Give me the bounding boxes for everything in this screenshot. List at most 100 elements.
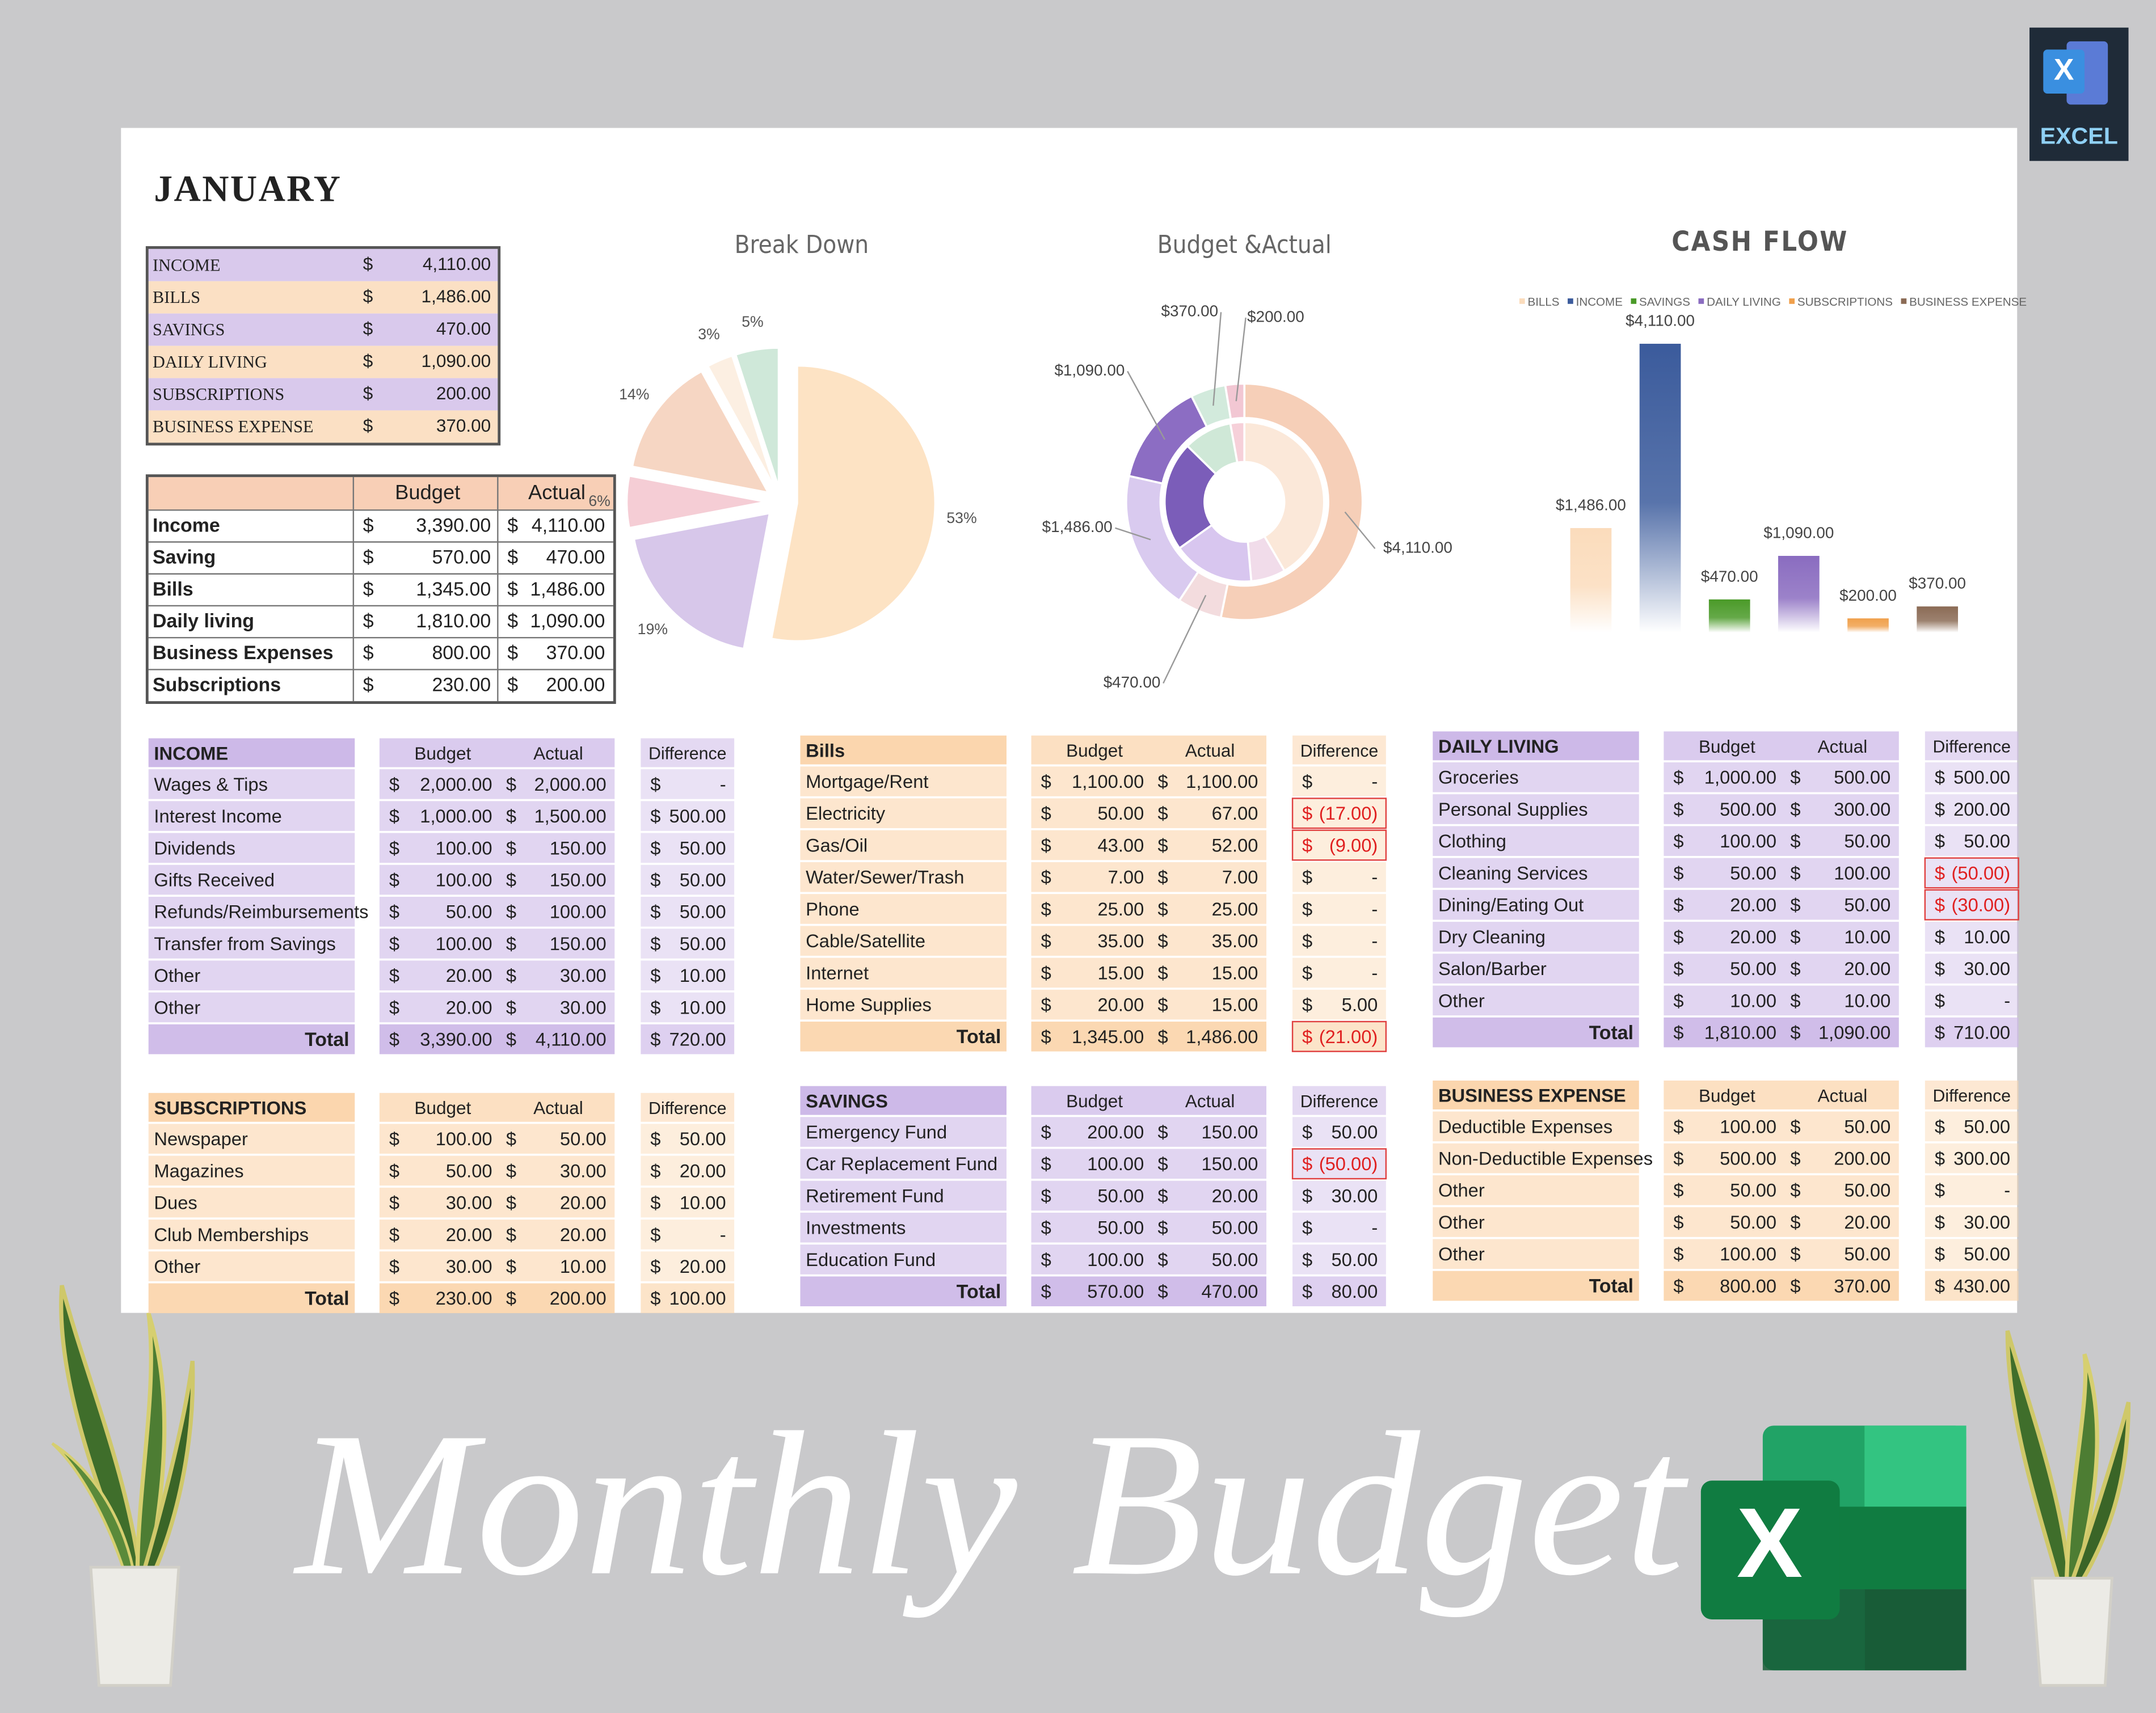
total-label: Total: [1589, 1276, 1633, 1297]
budget-amount: 100.00: [1087, 1249, 1144, 1270]
overview-budget: 3,390.00: [416, 514, 491, 536]
summary-row: [148, 345, 498, 378]
amount-cell: [379, 1283, 615, 1314]
currency-symbol: $: [1790, 1180, 1800, 1201]
currency-symbol: $: [650, 901, 660, 922]
column-header: Difference: [649, 1099, 726, 1118]
currency-symbol: $: [1302, 930, 1312, 951]
budget-amount: 1,000.00: [420, 805, 492, 826]
label-cell: [800, 957, 1007, 988]
donut-slice: [1243, 421, 1325, 572]
row-label: Electricity: [806, 803, 886, 824]
row-label: Dining/Eating Out: [1438, 895, 1584, 915]
actual-amount: 50.00: [1844, 1180, 1890, 1201]
row-label: Wages & Tips: [154, 774, 268, 795]
section-title: SUBSCRIPTIONS: [154, 1098, 306, 1119]
overview-actual: 1,090.00: [530, 610, 605, 632]
amount-cell: [1664, 1175, 1899, 1205]
currency-symbol: $: [1302, 1249, 1312, 1270]
budget-amount: 43.00: [1097, 834, 1144, 855]
leaf: [140, 1360, 195, 1581]
currency-symbol: $: [650, 1224, 660, 1245]
difference-amount: -: [720, 774, 726, 795]
currency-symbol: $: [1158, 1249, 1168, 1270]
amount-cell: [379, 1187, 615, 1218]
difference-cell: [1292, 894, 1386, 924]
difference-cell: [641, 833, 735, 863]
amount-cell: [1031, 830, 1267, 860]
currency-symbol: $: [1158, 1153, 1168, 1174]
difference-amount: 30.00: [1964, 1212, 2010, 1233]
budget-amount: 50.00: [1730, 862, 1776, 883]
budget-amount: 50.00: [446, 1160, 492, 1181]
section-header: [148, 1092, 355, 1122]
row-label: Home Supplies: [806, 994, 932, 1015]
currency-symbol: $: [1302, 1153, 1312, 1174]
budget-amount: 20.00: [446, 965, 492, 986]
currency-symbol: $: [1935, 958, 1945, 979]
actual-amount: 470.00: [1201, 1281, 1258, 1302]
summary-row: [148, 281, 498, 314]
difference-amount: -: [1371, 962, 1378, 983]
amount-cell: [379, 1155, 615, 1186]
difference-amount: 30.00: [1964, 958, 2010, 979]
difference-cell: [1925, 953, 2019, 984]
currency-symbol: $: [650, 805, 660, 826]
total-label: Total: [305, 1029, 349, 1050]
amount-cell: [379, 864, 615, 895]
difference-cell: [1925, 794, 2019, 824]
column-header: Budget: [1699, 736, 1755, 757]
row-label: Transfer from Savings: [154, 933, 335, 954]
section-header: [1925, 1081, 2019, 1109]
currency-symbol: $: [650, 1288, 660, 1309]
difference-amount: 50.00: [680, 837, 726, 858]
row-label: Phone: [806, 898, 860, 919]
budget-amount: 1,100.00: [1072, 771, 1144, 792]
currency-symbol: $: [1041, 962, 1051, 983]
currency-symbol: $: [650, 1128, 660, 1149]
currency-symbol: $: [506, 933, 516, 954]
currency-symbol: $: [1158, 771, 1168, 792]
currency-symbol: $: [1673, 862, 1683, 883]
currency-symbol: $: [1673, 799, 1683, 820]
overview-label: Daily living: [153, 610, 254, 632]
summary-row: [148, 410, 498, 443]
pie-slice: [735, 347, 780, 486]
excel-logo: X: [1700, 1425, 1966, 1670]
currency-symbol: $: [1302, 803, 1312, 824]
chart-title: CASH FLOW: [1671, 226, 1848, 258]
actual-amount: 50.00: [1844, 1243, 1890, 1264]
row-label: Mortgage/Rent: [806, 771, 928, 792]
budget-amount: 7.00: [1108, 867, 1144, 888]
row-label: Investments: [806, 1217, 906, 1238]
summary-label: SAVINGS: [153, 320, 225, 339]
legend-label: INCOME: [1576, 296, 1623, 309]
currency-symbol: $: [1673, 1116, 1683, 1137]
section-header: [1433, 731, 1639, 761]
overview-label: Business Expenses: [153, 642, 334, 664]
bar: [1708, 599, 1750, 632]
currency-symbol: $: [1158, 834, 1168, 855]
row-label: Cable/Satellite: [806, 930, 925, 951]
label-cell: [148, 1251, 355, 1281]
actual-amount: 50.00: [1844, 830, 1890, 851]
currency-symbol: $: [506, 1029, 516, 1050]
slice-label: 53%: [946, 509, 976, 526]
difference-amount: (30.00): [1951, 895, 2010, 915]
budget-amount: 2,000.00: [420, 774, 492, 795]
label-cell: [148, 1220, 355, 1250]
currency-symbol: $: [389, 965, 399, 986]
actual-amount: 150.00: [550, 837, 607, 858]
legend-swatch: [1631, 298, 1637, 304]
label-cell: [148, 1124, 355, 1154]
row-label: Dues: [154, 1192, 197, 1213]
budget-amount: 230.00: [436, 1288, 492, 1309]
difference-amount: 710.00: [1953, 1022, 2010, 1043]
currency-symbol: $: [1935, 830, 1945, 851]
column-header: Actual: [1185, 740, 1235, 761]
row-label: Cleaning Services: [1438, 862, 1588, 883]
difference-amount: 30.00: [1331, 1185, 1378, 1206]
difference-amount: 10.00: [680, 1192, 726, 1213]
currency-symbol: $: [389, 805, 399, 826]
actual-amount: 150.00: [550, 870, 607, 891]
